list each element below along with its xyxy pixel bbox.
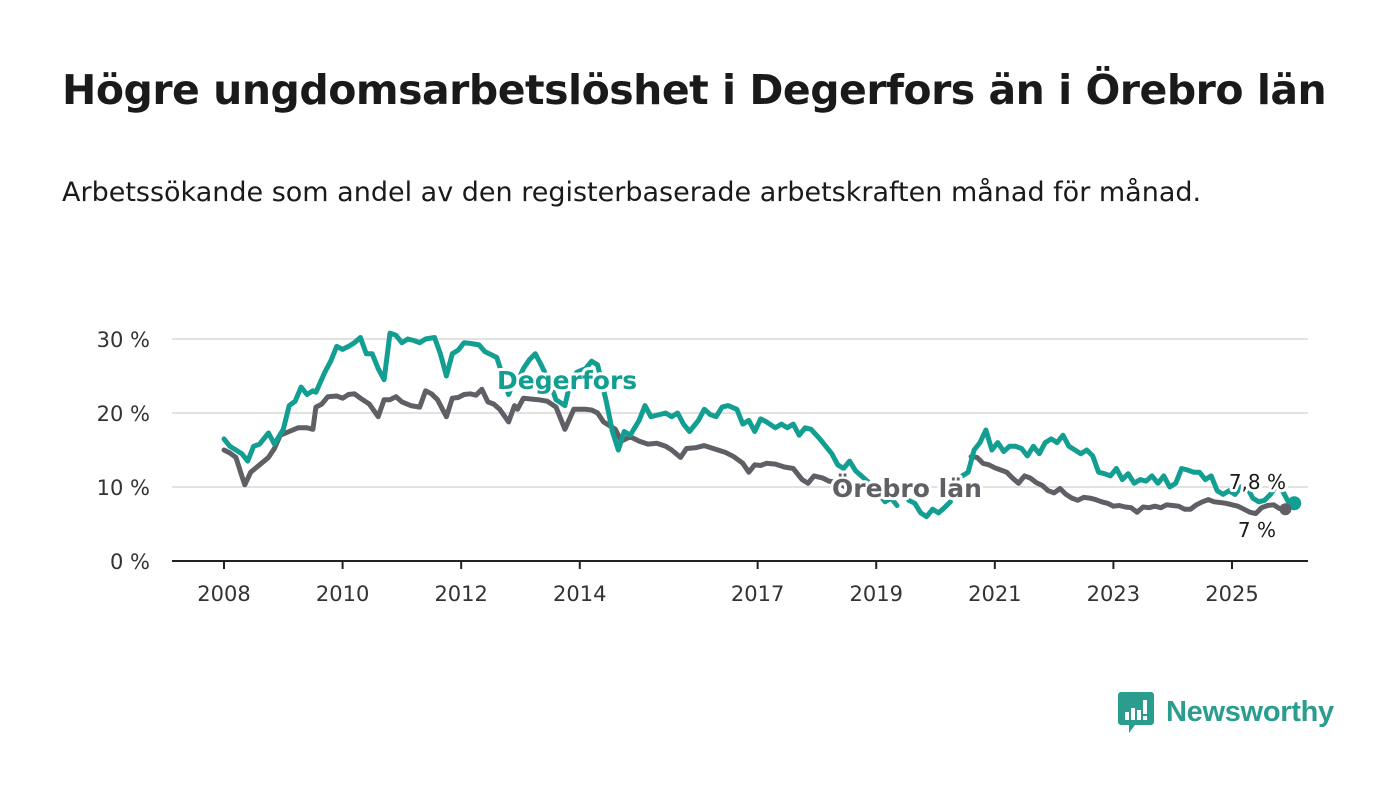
series-line-degerfors <box>959 427 1297 506</box>
series-line-degerfors <box>906 497 953 520</box>
chart-subtitle: Arbetssökande som andel av den registerb… <box>62 177 1202 208</box>
x-tick-label: 2010 <box>316 582 369 606</box>
y-tick-label: 30 % <box>97 328 150 352</box>
label-orebro-lan-halo: Örebro län <box>832 473 982 503</box>
x-tick-label: 2017 <box>731 582 784 606</box>
end-dot-orebro-lan <box>1279 503 1292 516</box>
logo-text: Newsworthy <box>1166 695 1334 728</box>
series-line-orebro-lan <box>221 386 855 496</box>
label-degerfors: Degerfors <box>497 366 637 395</box>
x-tick-label: 2008 <box>197 582 250 606</box>
series-line-orebro-lan <box>968 454 1288 517</box>
x-tick-label: 2019 <box>850 582 903 606</box>
end-label-degerfors: 7,8 % <box>1229 470 1286 494</box>
series-line-degerfors <box>221 330 900 508</box>
newsworthy-logo: Newsworthy <box>1118 690 1334 734</box>
x-tick-label: 2025 <box>1205 582 1258 606</box>
y-tick-label: 20 % <box>97 402 150 426</box>
y-tick-label: 10 % <box>97 476 150 500</box>
label-degerfors-halo: Degerfors <box>497 366 637 395</box>
x-tick-label: 2021 <box>968 582 1021 606</box>
end-label-orebro-lan-halo: 7 % <box>1238 518 1276 542</box>
x-tick-label: 2023 <box>1087 582 1140 606</box>
series-lines <box>221 330 1302 520</box>
chart-title: Högre ungdomsarbetslöshet i Degerfors än… <box>62 66 1327 114</box>
y-axis: 0 % 10 % 20 % 30 % <box>97 328 150 574</box>
end-label-degerfors-halo: 7,8 % <box>1229 470 1286 494</box>
x-tick-label: 2012 <box>434 582 487 606</box>
logo-bar-chart-icon <box>1118 692 1154 733</box>
end-label-orebro-lan: 7 % <box>1238 518 1276 542</box>
x-tick-label: 2014 <box>553 582 606 606</box>
y-tick-label: 0 % <box>110 550 150 574</box>
x-axis: 2008 2010 2012 2014 2017 2019 2021 2023 2025 <box>172 560 1308 606</box>
label-orebro-lan: Örebro län <box>832 473 982 503</box>
